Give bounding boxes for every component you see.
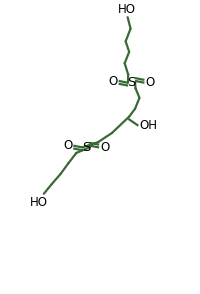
Text: S: S [82,141,90,154]
Text: O: O [108,75,118,88]
Text: O: O [145,76,155,89]
Text: O: O [63,139,72,152]
Text: O: O [100,141,109,154]
Text: OH: OH [139,119,157,132]
Text: HO: HO [30,196,48,209]
Text: S: S [127,76,136,89]
Text: HO: HO [118,3,136,16]
